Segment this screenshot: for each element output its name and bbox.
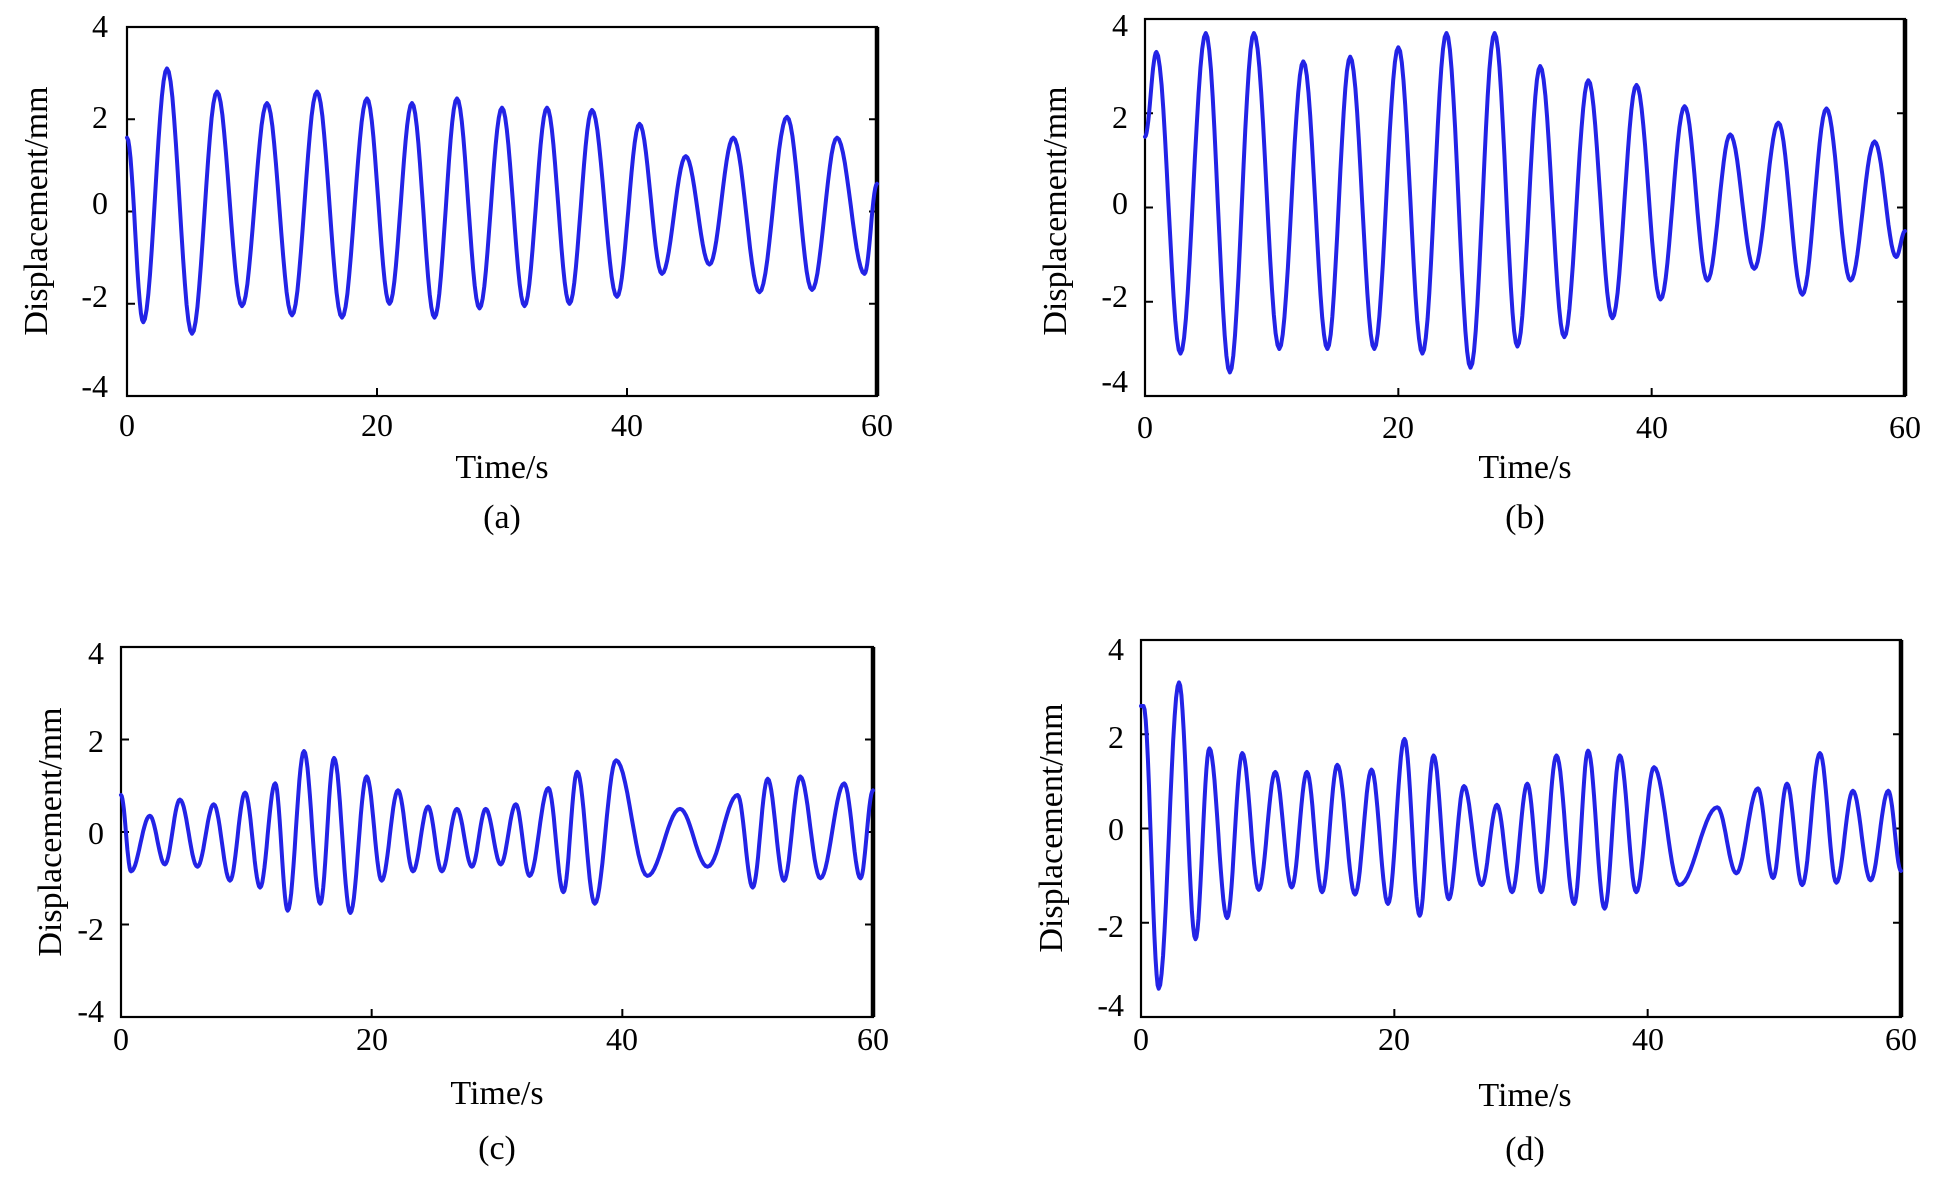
x-tick-label: 60 xyxy=(1889,409,1921,445)
y-axis-label: Displacement/mm xyxy=(1037,86,1074,335)
chart-panel-b: 4 2 0 -2 -4 0 20 40 60 Displacement/mm T… xyxy=(1037,7,1921,536)
y-tick-label: -2 xyxy=(1097,908,1124,944)
x-axis-label: Time/s xyxy=(455,449,548,486)
x-tick-label: 20 xyxy=(361,407,393,443)
x-tick-label: 0 xyxy=(113,1021,129,1057)
y-tick-label: -4 xyxy=(1097,987,1124,1023)
y-tick-label: 2 xyxy=(1108,719,1124,755)
chart-panel-c: 4 2 0 -2 -4 0 20 40 60 Displacement/mm T… xyxy=(32,635,889,1167)
y-tick-label: 4 xyxy=(92,8,108,44)
series-line xyxy=(125,66,879,336)
x-tick-label: 40 xyxy=(606,1021,638,1057)
y-tick-label: -2 xyxy=(1101,278,1128,314)
y-tick-label: 2 xyxy=(1112,99,1128,135)
series-line xyxy=(1139,680,1903,991)
y-tick-label: -4 xyxy=(1101,363,1128,399)
series-line xyxy=(1143,31,1907,375)
y-axis-label: Displacement/mm xyxy=(1033,703,1070,952)
panel-label: (b) xyxy=(1505,499,1545,536)
y-tick-label: 0 xyxy=(1108,811,1124,847)
chart-panel-d: 4 2 0 -2 -4 0 20 40 60 Displacement/mm T… xyxy=(1033,631,1917,1168)
y-tick-label: 4 xyxy=(1108,631,1124,667)
series-line xyxy=(119,749,875,915)
plot-frame xyxy=(125,25,879,398)
y-tick-label: 4 xyxy=(1112,7,1128,43)
tick-marks xyxy=(126,26,878,397)
y-tick-label: -2 xyxy=(77,911,104,947)
y-tick-label: 4 xyxy=(88,635,104,671)
y-tick-label: 2 xyxy=(88,723,104,759)
panel-label: (a) xyxy=(483,499,521,536)
x-tick-label: 40 xyxy=(1632,1021,1664,1057)
tick-marks xyxy=(120,646,874,1018)
x-axis-label: Time/s xyxy=(1478,1077,1571,1114)
y-tick-label: 0 xyxy=(88,815,104,851)
x-tick-label: 20 xyxy=(1378,1021,1410,1057)
x-tick-label: 0 xyxy=(1137,409,1153,445)
y-axis-label: Displacement/mm xyxy=(32,707,69,956)
y-tick-label: 0 xyxy=(1112,185,1128,221)
panel-label: (c) xyxy=(478,1130,516,1167)
x-tick-label: 20 xyxy=(356,1021,388,1057)
x-axis-label: Time/s xyxy=(1478,449,1571,486)
x-tick-label: 40 xyxy=(611,407,643,443)
y-axis-label: Displacement/mm xyxy=(18,86,55,335)
x-tick-label: 0 xyxy=(119,407,135,443)
x-tick-label: 20 xyxy=(1382,409,1414,445)
panel-label: (d) xyxy=(1505,1131,1545,1168)
x-axis-label: Time/s xyxy=(450,1075,543,1112)
x-tick-label: 60 xyxy=(861,407,893,443)
x-tick-label: 60 xyxy=(1885,1021,1917,1057)
x-tick-label: 0 xyxy=(1133,1021,1149,1057)
x-tick-label: 60 xyxy=(857,1021,889,1057)
tick-marks xyxy=(1144,18,1906,397)
y-tick-label: -4 xyxy=(77,993,104,1029)
chart-panel-a: 4 2 0 -2 -4 0 20 40 60 Displacement/mm T… xyxy=(18,8,893,536)
y-tick-label: 0 xyxy=(92,185,108,221)
y-tick-label: -2 xyxy=(81,278,108,314)
x-tick-label: 40 xyxy=(1636,409,1668,445)
y-tick-label: 2 xyxy=(92,99,108,135)
y-tick-label: -4 xyxy=(81,368,108,404)
